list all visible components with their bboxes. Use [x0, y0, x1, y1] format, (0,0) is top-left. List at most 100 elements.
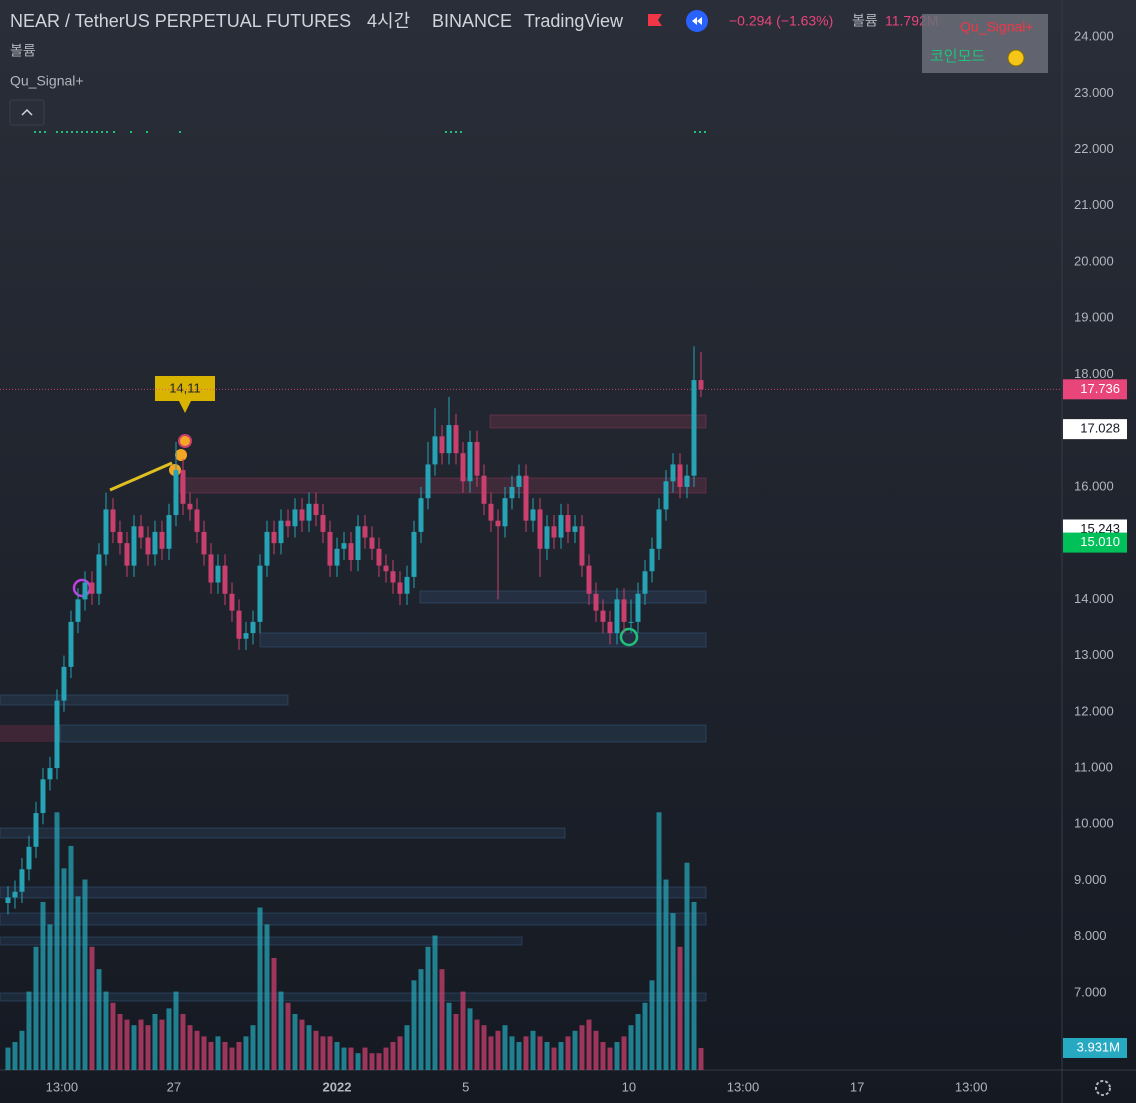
candle-body: [698, 380, 704, 390]
volume-bar: [460, 991, 466, 1070]
candle-body: [383, 565, 389, 572]
candle-body: [670, 464, 676, 482]
collapse-button[interactable]: [9, 99, 45, 126]
candle-body: [201, 531, 207, 555]
header: NEAR / TetherUS PERPETUAL FUTURES 4시간 BI…: [9, 10, 1048, 126]
zones: [0, 414, 707, 1002]
exchange: BINANCE: [432, 11, 512, 31]
candle-body: [271, 531, 277, 544]
y-tick-label: 20.000: [1074, 253, 1114, 268]
volume-bar: [677, 946, 683, 1070]
volume-bar: [243, 1036, 249, 1070]
y-tick-label: 9.000: [1074, 872, 1107, 887]
volume-bar: [320, 1036, 326, 1070]
volume-bar: [397, 1036, 403, 1070]
volume-bar: [5, 1047, 11, 1070]
candle-body: [40, 779, 46, 814]
candle-body: [89, 582, 95, 594]
candle-body: [516, 475, 522, 487]
volume-bar: [96, 969, 102, 1070]
volume-bar: [453, 1013, 459, 1070]
candle-body: [187, 503, 193, 510]
volume-bar: [215, 1036, 221, 1070]
volume-bar: [341, 1047, 347, 1070]
volume-bar: [82, 879, 88, 1070]
volume-bar: [257, 907, 263, 1070]
candle-body: [684, 475, 690, 487]
volume-bar: [138, 1019, 144, 1070]
candle-body: [355, 526, 361, 561]
volume-bar: [551, 1047, 557, 1070]
candle-body: [635, 593, 641, 622]
candle-body: [586, 565, 592, 594]
medal-icon: [178, 434, 192, 448]
candle-body: [180, 470, 186, 504]
volume-bar: [544, 1041, 550, 1070]
candle-body: [110, 509, 116, 532]
price-label-box: [1063, 419, 1127, 440]
candle-body: [19, 869, 25, 892]
settings-icon[interactable]: [1095, 1080, 1111, 1096]
candle-body: [215, 565, 221, 583]
y-tick-label: 24.000: [1074, 29, 1114, 44]
volume-bar: [663, 879, 669, 1070]
volume-bar: [47, 924, 53, 1070]
candle-body: [306, 503, 312, 521]
zone: [0, 992, 707, 1002]
volume-bar: [432, 935, 438, 1070]
volume-bar: [411, 980, 417, 1070]
candle-body: [425, 464, 431, 499]
volume-bar: [481, 1025, 487, 1070]
volume-bar: [439, 969, 445, 1070]
y-tick-label: 16.000: [1074, 478, 1114, 493]
volume-bar: [390, 1041, 396, 1070]
candle-body: [390, 571, 396, 583]
candle-body: [194, 509, 200, 532]
legend-item: 코인모드: [930, 48, 985, 65]
candle-body: [621, 599, 627, 622]
volume-bar: [530, 1030, 536, 1070]
zone: [0, 725, 60, 742]
candle-body: [145, 537, 151, 555]
zone: [0, 886, 707, 899]
volume-title: 볼륨: [852, 13, 878, 29]
candle-body: [649, 548, 655, 572]
volume-bar: [19, 1030, 25, 1070]
volume-bar: [516, 1041, 522, 1070]
volume-bar: [593, 1030, 599, 1070]
volume-bar: [180, 1013, 186, 1070]
price-label: 15.010: [1080, 534, 1120, 549]
volume-bar: [334, 1041, 340, 1070]
volume-bar: [124, 1019, 130, 1070]
volume-bar: [586, 1019, 592, 1070]
volume-bar: [376, 1053, 382, 1070]
volume-bar: [131, 1025, 137, 1070]
candle-body: [572, 526, 578, 532]
signal-indicator[interactable]: Qu_Signal+: [10, 73, 84, 89]
volume-bar: [698, 1047, 704, 1070]
volume-indicator[interactable]: 볼륨: [10, 43, 36, 59]
symbol-title: NEAR / TetherUS PERPETUAL FUTURES: [10, 11, 351, 31]
candle-body: [243, 633, 249, 639]
volume-bar: [572, 1030, 578, 1070]
x-tick-label: 10: [622, 1079, 636, 1094]
flag-icon[interactable]: [648, 14, 662, 26]
candle-body: [96, 554, 102, 594]
candle-body: [418, 498, 424, 532]
volume-bar: [691, 901, 697, 1070]
volume-bar: [159, 1019, 165, 1070]
candle-body: [439, 436, 445, 454]
volume-bar: [327, 1036, 333, 1070]
volume-bar: [271, 957, 277, 1070]
candle-body: [138, 526, 144, 538]
signal-dots: [34, 131, 706, 133]
zone: [419, 590, 707, 604]
candle-body: [47, 768, 53, 780]
volume-bar: [306, 1025, 312, 1070]
volume-bar: [607, 1047, 613, 1070]
volume-bar: [404, 1025, 410, 1070]
y-tick-label: 22.000: [1074, 141, 1114, 156]
candle-body: [229, 593, 235, 611]
volume-bar: [313, 1030, 319, 1070]
